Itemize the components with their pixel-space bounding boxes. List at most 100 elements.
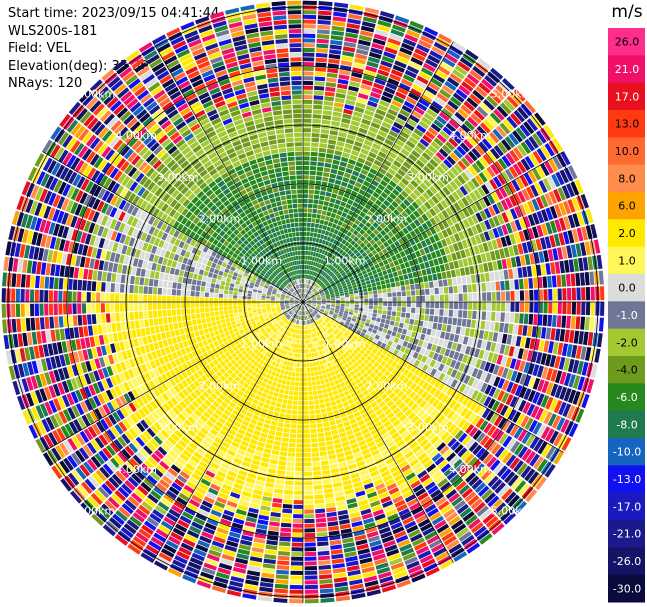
- gate-cell: [407, 424, 417, 433]
- gate-cell: [524, 290, 529, 301]
- gate-cell: [433, 547, 447, 558]
- gate-cell: [370, 390, 377, 397]
- gate-cell: [307, 339, 310, 344]
- gate-cell: [270, 454, 279, 460]
- gate-cell: [486, 292, 492, 301]
- gate-cell: [368, 291, 373, 295]
- gate-cell: [335, 145, 344, 152]
- gate-cell: [494, 249, 501, 260]
- gate-cell: [304, 293, 307, 298]
- gate-cell: [304, 580, 318, 585]
- gate-cell: [63, 457, 74, 471]
- gate-cell: [419, 347, 426, 355]
- gate-cell: [308, 395, 314, 401]
- gate-cell: [397, 258, 404, 265]
- gate-cell: [448, 399, 457, 409]
- gate-cell: [358, 222, 365, 229]
- gate-cell: [257, 441, 266, 448]
- gate-cell: [176, 550, 190, 561]
- gate-cell: [441, 84, 454, 95]
- gate-cell: [218, 562, 233, 571]
- gate-cell: [312, 323, 316, 328]
- gate-cell: [303, 306, 304, 311]
- gate-cell: [424, 282, 429, 289]
- gate-cell: [414, 48, 428, 58]
- gate-cell: [293, 357, 298, 363]
- gate-cell: [401, 104, 413, 114]
- gate-cell: [408, 61, 422, 70]
- gate-cell: [126, 416, 135, 427]
- gate-cell: [373, 478, 384, 486]
- gate-cell: [439, 61, 453, 72]
- gate-cell: [247, 512, 258, 519]
- gate-cell: [134, 411, 143, 421]
- field-label: Field: VEL: [8, 41, 71, 56]
- gate-cell: [509, 208, 518, 220]
- gate-cell: [354, 431, 363, 438]
- gate-cell: [325, 86, 336, 93]
- gate-cell: [138, 504, 151, 516]
- gate-cell: [398, 402, 406, 410]
- gate-cell: [509, 358, 517, 370]
- gate-cell: [357, 548, 371, 555]
- gate-cell: [444, 294, 449, 302]
- gate-cell: [296, 343, 299, 349]
- gate-cell: [437, 391, 445, 401]
- gate-cell: [163, 493, 175, 504]
- gate-cell: [287, 316, 292, 320]
- gate-cell: [553, 432, 564, 447]
- gate-cell: [335, 300, 341, 302]
- gate-cell: [402, 161, 412, 170]
- gate-cell: [375, 350, 382, 357]
- gate-cell: [402, 340, 409, 348]
- gate-cell: [334, 310, 339, 314]
- gate-cell: [493, 502, 507, 515]
- gate-cell: [311, 142, 319, 147]
- gate-cell: [453, 551, 468, 563]
- gate-cell: [424, 314, 430, 322]
- gate-cell: [404, 69, 417, 79]
- gate-cell: [80, 502, 93, 516]
- gate-cell: [396, 503, 408, 513]
- gate-cell: [332, 21, 346, 27]
- gate-cell: [417, 492, 429, 501]
- gate-cell: [484, 321, 491, 331]
- gate-cell: [314, 81, 325, 86]
- gate-cell: [541, 380, 550, 394]
- gate-cell: [268, 342, 273, 348]
- gate-cell: [313, 337, 316, 343]
- gate-cell: [289, 589, 303, 594]
- gate-cell: [566, 245, 573, 259]
- gate-cell: [205, 379, 212, 387]
- gate-cell: [292, 307, 296, 311]
- gate-cell: [425, 308, 430, 315]
- gate-cell: [230, 365, 237, 372]
- gate-cell: [492, 332, 499, 342]
- gate-cell: [525, 186, 535, 199]
- gate-cell: [462, 207, 471, 218]
- gate-cell: [480, 469, 492, 481]
- gate-cell: [444, 246, 451, 255]
- gate-cell: [451, 191, 461, 201]
- gate-cell: [430, 422, 440, 431]
- gate-cell: [262, 496, 272, 502]
- gate-cell: [403, 274, 409, 280]
- gate-cell: [136, 451, 147, 462]
- gate-cell: [339, 262, 345, 268]
- gate-cell: [369, 207, 377, 214]
- gate-cell: [127, 496, 140, 507]
- gate-cell: [327, 242, 333, 248]
- gate-cell: [320, 364, 325, 370]
- gate-cell: [332, 390, 339, 396]
- gate-cell: [256, 363, 262, 369]
- gate-cell: [514, 206, 523, 218]
- gate-cell: [281, 364, 286, 370]
- gate-cell: [375, 155, 385, 163]
- gate-cell: [303, 14, 317, 20]
- gate-cell: [470, 319, 476, 329]
- gate-cell: [509, 233, 517, 245]
- gate-cell: [298, 401, 303, 406]
- gate-cell: [308, 285, 311, 290]
- gate-cell: [511, 335, 517, 346]
- gate-cell: [323, 288, 328, 292]
